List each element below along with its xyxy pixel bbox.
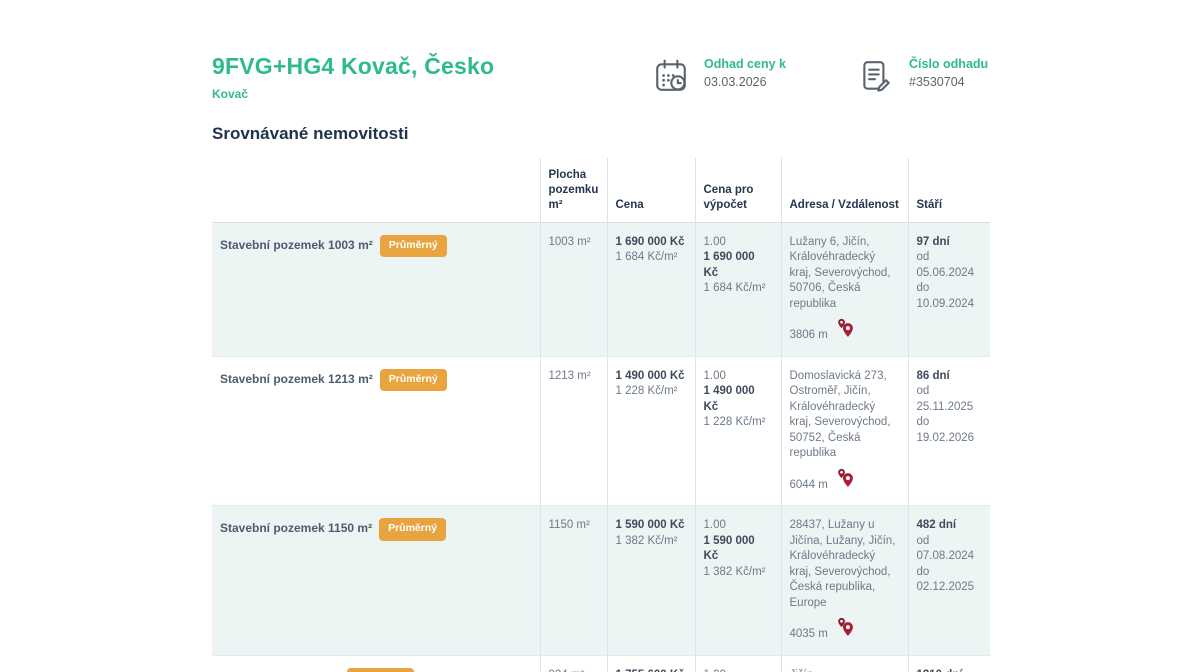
estimate-date-text: Odhad ceny k 03.03.2026 [704,57,786,89]
col-header-age: Stáří [907,158,990,223]
status-badge: Průměrný [379,234,447,257]
estimate-date-value: 03.03.2026 [704,75,767,89]
comparable-properties-table: Plocha pozemku m² Cena Cena pro výpočet … [212,158,990,672]
age-days: 86 dní [916,369,950,382]
col-header-property [212,158,540,223]
price-cell: 1 755 600 Kč 1 900 Kč/m² [606,655,695,672]
status-badge: Průměrný [379,518,447,541]
coefficient: 1.00 [703,235,726,248]
address-cell: Domoslavická 273, Ostroměř, Jičín, Králo… [780,356,908,506]
calc-price-cell: 1.00 1 690 000 Kč 1 684 Kč/m² [694,222,781,357]
map-pins-icon[interactable] [832,468,856,494]
map-pins-icon[interactable] [832,617,856,643]
distance-value: 4035 m [789,628,828,640]
calc-price-cell: 1.00 1 590 000 Kč 1 382 Kč/m² [694,505,781,656]
address-text: Jičín, Královéhradecký kraj, Severovýcho… [790,668,900,672]
age-to: do 02.12.2025 [916,565,975,594]
property-cell: Stavební pozemek 1150 m² Průměrný [212,505,540,656]
address-cell: Lužany 6, Jičín, Královéhradecký kraj, S… [780,222,908,357]
col-header-address: Adresa / Vzdálenost [780,158,908,223]
col-header-price: Cena [606,158,695,223]
price-value: 1 755 600 Kč [616,668,687,672]
header: 9FVG+HG4 Kovač, Česko Kovač [212,53,494,103]
age-days: 1210 dní [917,668,983,672]
table-row: Stavební pozemek 1213 m² Průměrný 1213 m²… [212,356,990,506]
calc-price-per-m2: 1 684 Kč/m² [703,282,766,294]
age-cell: 97 dní od 05.06.2024 do 10.09.2024 [907,222,990,357]
price-per-m2: 1 228 Kč/m² [615,385,678,397]
distance-value: 6044 m [789,478,828,491]
age-from: od 05.06.2024 [916,251,975,279]
calc-price-value: 1 690 000 Kč [703,251,755,279]
calc-price-per-m2: 1 382 Kč/m² [703,565,766,578]
calc-price-cell: 1.00 1 490 000 Kč 1 228 Kč/m² [694,356,781,506]
age-days: 482 dní [916,519,957,531]
price-per-m2: 1 684 Kč/m² [615,251,678,263]
status-badge: Průměrný [379,368,447,391]
price-value: 1 490 000 Kč [615,369,685,382]
calc-price-per-m2: 1 228 Kč/m² [703,416,766,428]
document-pencil-icon [858,58,894,99]
calc-price-value: 1 490 000 Kč [703,385,755,413]
area-cell: 1150 m² [539,505,607,656]
distance-value: 3806 m [789,329,828,341]
address-text: Lužany 6, Jičín, Královéhradecký kraj, S… [789,235,891,310]
price-cell: 1 690 000 Kč 1 684 Kč/m² [606,222,695,357]
calc-price-cell: 1.00 1 755 600 Kč 1 900 Kč/m² [694,655,781,672]
address-cell: Jičín, Královéhradecký kraj, Severovýcho… [780,655,908,672]
table-row: Stavební pozemek 1150 m² Průměrný 1150 m²… [212,505,990,656]
price-value: 1 590 000 Kč [615,519,685,531]
price-cell: 1 490 000 Kč 1 228 Kč/m² [606,356,695,506]
table-row: Jiný pozemek 924 m² Průměrný 924 m² 1 755… [212,655,990,672]
property-cell: Jiný pozemek 924 m² Průměrný [212,655,540,672]
price-per-m2: 1 382 Kč/m² [615,534,678,547]
property-cell: Stavební pozemek 1003 m² Průměrný [212,222,540,357]
age-from: od 07.08.2024 [916,534,975,563]
estimate-number-label: Číslo odhadu [909,57,989,71]
age-cell: 86 dní od 25.11.2025 do 19.02.2026 [907,356,990,506]
estimate-date-block: Odhad ceny k 03.03.2026 [653,57,786,99]
coefficient: 1.00 [703,369,726,382]
estimate-number-block: Číslo odhadu #3530704 [858,57,988,99]
area-cell: 1213 m² [539,356,607,506]
calendar-clock-icon [653,58,689,99]
area-cell: 924 m² [539,655,607,672]
area-cell: 1003 m² [539,222,607,357]
col-header-calc-price: Cena pro výpočet [694,158,781,223]
age-to: do 10.09.2024 [916,282,975,310]
page-title: 9FVG+HG4 Kovač, Česko [212,53,495,79]
col-header-area: Plocha pozemku m² [539,158,607,223]
address-cell: 28437, Lužany u Jičína, Lužany, Jičín, K… [780,505,908,656]
address-text: 28437, Lužany u Jičína, Lužany, Jičín, K… [789,519,896,609]
age-cell: 482 dní od 07.08.2024 do 02.12.2025 [907,505,990,656]
address-text: Domoslavická 273, Ostroměř, Jičín, Králo… [789,369,891,460]
map-pins-icon[interactable] [832,318,856,344]
age-to: do 19.02.2026 [916,416,975,444]
property-name: Stavební pozemek 1150 m² [220,521,373,535]
coefficient: 1.00 [703,519,726,531]
property-name: Stavební pozemek 1003 m² [220,237,373,252]
estimate-date-label: Odhad ceny k [704,57,786,71]
table-header-row: Plocha pozemku m² Cena Cena pro výpočet … [212,158,990,223]
price-cell: 1 590 000 Kč 1 382 Kč/m² [606,505,695,656]
age-cell: 1210 dní od 20.08.2021 do 12.12.2024 [907,655,990,672]
location-link[interactable]: Kovač [212,87,249,101]
age-from: od 25.11.2025 [916,385,974,413]
property-cell: Stavební pozemek 1213 m² Průměrný [212,356,540,506]
calc-price-value: 1 590 000 Kč [703,534,755,563]
age-days: 97 dní [916,235,950,248]
coefficient: 1.00 [704,668,773,672]
property-name: Stavební pozemek 1213 m² [220,371,373,386]
status-badge: Průměrný [347,667,415,672]
property-name: Jiný pozemek 924 m² [220,671,340,672]
estimate-number-text: Číslo odhadu #3530704 [909,57,988,89]
table-row: Stavební pozemek 1003 m² Průměrný 1003 m²… [212,222,990,357]
estimate-number-value: #3530704 [909,75,965,89]
section-title: Srovnávané nemovitosti [212,124,409,143]
price-value: 1 690 000 Kč [615,235,685,248]
